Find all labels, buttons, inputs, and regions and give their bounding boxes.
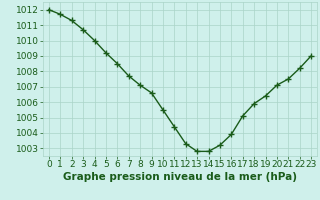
- X-axis label: Graphe pression niveau de la mer (hPa): Graphe pression niveau de la mer (hPa): [63, 172, 297, 182]
